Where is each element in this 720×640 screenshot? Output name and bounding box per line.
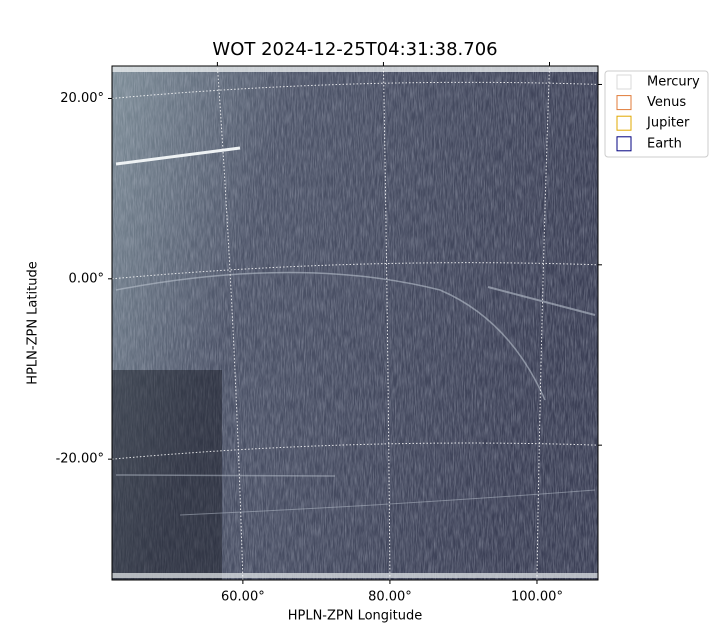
y-axis-label: HPLN-ZPN Latitude <box>26 261 41 384</box>
y-tick-label: 0.00° <box>69 271 104 286</box>
grid-line <box>111 262 599 280</box>
legend-label: Earth <box>647 136 682 151</box>
grid-line <box>216 65 244 581</box>
grid <box>111 65 599 581</box>
legend-label: Jupiter <box>646 116 690 131</box>
x-tick-label: 80.00° <box>368 590 412 605</box>
grid-line <box>382 65 391 581</box>
axes-frame <box>111 65 599 581</box>
x-tick-label: 100.00° <box>511 590 563 605</box>
legend-swatch <box>616 136 632 152</box>
legend-swatch <box>616 95 632 111</box>
image <box>112 66 598 580</box>
grid-line <box>536 65 550 581</box>
grid-line <box>111 81 599 99</box>
legend-label: Venus <box>647 95 686 110</box>
y-tick-label: 20.00° <box>60 91 104 106</box>
x-tick-label: 60.00° <box>221 590 265 605</box>
chart-title: WOT 2024-12-25T04:31:38.706 <box>212 39 497 60</box>
legend-label: Mercury <box>647 75 700 90</box>
legend-swatch <box>616 74 632 90</box>
grid-line <box>111 442 599 460</box>
x-axis-label: HPLN-ZPN Longitude <box>288 609 423 624</box>
legend-swatch <box>616 115 632 131</box>
y-tick-label: -20.00° <box>56 452 104 467</box>
legend-box <box>604 70 709 158</box>
